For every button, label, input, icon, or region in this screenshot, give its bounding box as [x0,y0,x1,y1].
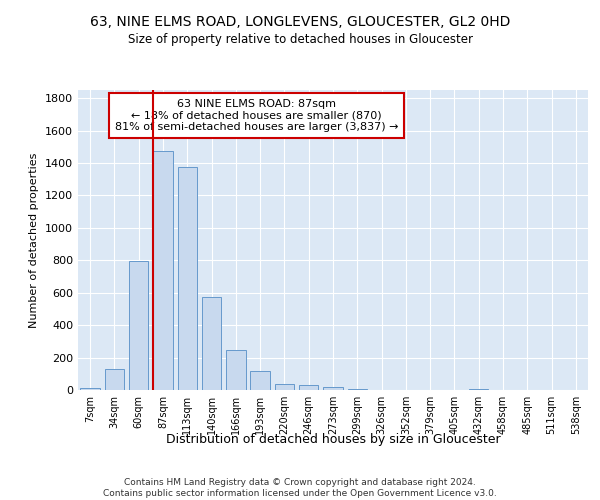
Bar [469,389,488,390]
Y-axis label: Number of detached properties: Number of detached properties [29,152,40,328]
Text: 63, NINE ELMS ROAD, LONGLEVENS, GLOUCESTER, GL2 0HD: 63, NINE ELMS ROAD, LONGLEVENS, GLOUCEST… [90,15,510,29]
Text: 63 NINE ELMS ROAD: 87sqm
← 18% of detached houses are smaller (870)
81% of semi-: 63 NINE ELMS ROAD: 87sqm ← 18% of detach… [115,99,398,132]
Bar [80,388,100,390]
Bar [226,350,245,390]
Bar [105,369,124,390]
Bar [153,151,173,390]
Text: Size of property relative to detached houses in Gloucester: Size of property relative to detached ho… [128,32,473,46]
Bar [202,297,221,390]
Bar [347,388,367,390]
Text: Distribution of detached houses by size in Gloucester: Distribution of detached houses by size … [166,432,500,446]
Text: Contains HM Land Registry data © Crown copyright and database right 2024.
Contai: Contains HM Land Registry data © Crown c… [103,478,497,498]
Bar [129,261,148,390]
Bar [275,384,294,390]
Bar [299,386,319,390]
Bar [178,167,197,390]
Bar [323,387,343,390]
Bar [250,371,270,390]
